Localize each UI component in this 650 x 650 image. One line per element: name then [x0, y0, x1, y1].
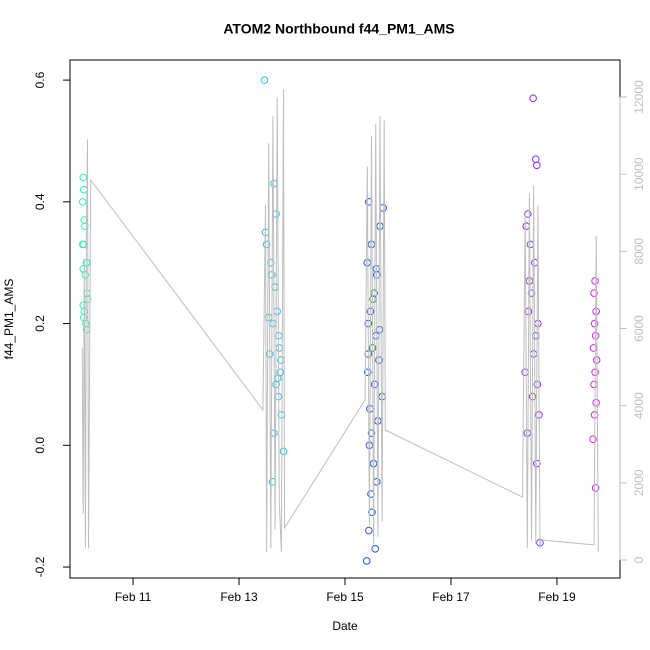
point [264, 313, 273, 322]
point [78, 198, 87, 206]
point [590, 319, 599, 328]
point [81, 271, 90, 279]
y2-tick-label: 12000 [632, 80, 646, 114]
point [521, 368, 529, 377]
point [592, 398, 600, 407]
y-axis-label: f44_PM1_AMS [2, 279, 16, 360]
point [531, 331, 540, 340]
point [79, 301, 88, 310]
point [371, 544, 380, 553]
point [590, 289, 598, 297]
x-tick-label: Feb 13 [220, 590, 258, 604]
y2-tick-label: 8000 [632, 238, 646, 265]
point [365, 526, 373, 535]
point [374, 417, 382, 425]
point [591, 484, 600, 492]
point [372, 478, 381, 486]
point [79, 240, 88, 249]
point [530, 258, 539, 267]
point [590, 380, 598, 389]
point [527, 289, 536, 297]
point [378, 392, 386, 401]
y-tick-label: 0.6 [33, 71, 47, 88]
point [275, 344, 284, 352]
point [368, 508, 376, 517]
y2-tick-label: 4000 [632, 392, 646, 419]
y-tick-label: -0.2 [33, 556, 47, 577]
point [79, 173, 88, 182]
point [591, 277, 599, 285]
point [371, 331, 380, 340]
y2-tick-label: 6000 [632, 315, 646, 342]
point [273, 307, 281, 316]
chart-title: ATOM2 Northbound f44_PM1_AMS [223, 21, 454, 37]
x-tick-label: Feb 11 [115, 590, 152, 604]
line [81, 89, 599, 553]
y-tick-label: 0.0 [33, 437, 47, 454]
point [529, 350, 538, 358]
point [524, 210, 532, 218]
y-tick-label: 0.2 [33, 315, 47, 332]
x-tick-label: Feb 15 [326, 590, 364, 604]
point [363, 368, 372, 377]
x-axis-label: Date [332, 619, 358, 633]
point [523, 429, 532, 437]
point [534, 319, 542, 328]
y-tick-label: 0.4 [33, 193, 47, 210]
point [269, 319, 277, 328]
point [362, 557, 371, 565]
x-tick-label: Feb 17 [432, 590, 470, 604]
point [367, 240, 376, 249]
y2-tick-label: 0 [632, 556, 646, 563]
point [367, 429, 376, 437]
point [533, 161, 541, 170]
point [363, 258, 372, 267]
point [260, 76, 269, 84]
point [531, 155, 540, 164]
point [81, 222, 89, 230]
point [262, 240, 271, 249]
point [276, 368, 285, 377]
point [279, 447, 288, 456]
point [589, 435, 597, 444]
point [271, 283, 279, 291]
y2-tick-label: 10000 [632, 157, 646, 191]
point [522, 222, 531, 230]
y2-tick-label: 2000 [632, 469, 646, 496]
point [79, 185, 88, 194]
point [376, 222, 384, 230]
point [533, 380, 542, 389]
point [529, 94, 537, 103]
x-tick-label: Feb 19 [538, 590, 576, 604]
